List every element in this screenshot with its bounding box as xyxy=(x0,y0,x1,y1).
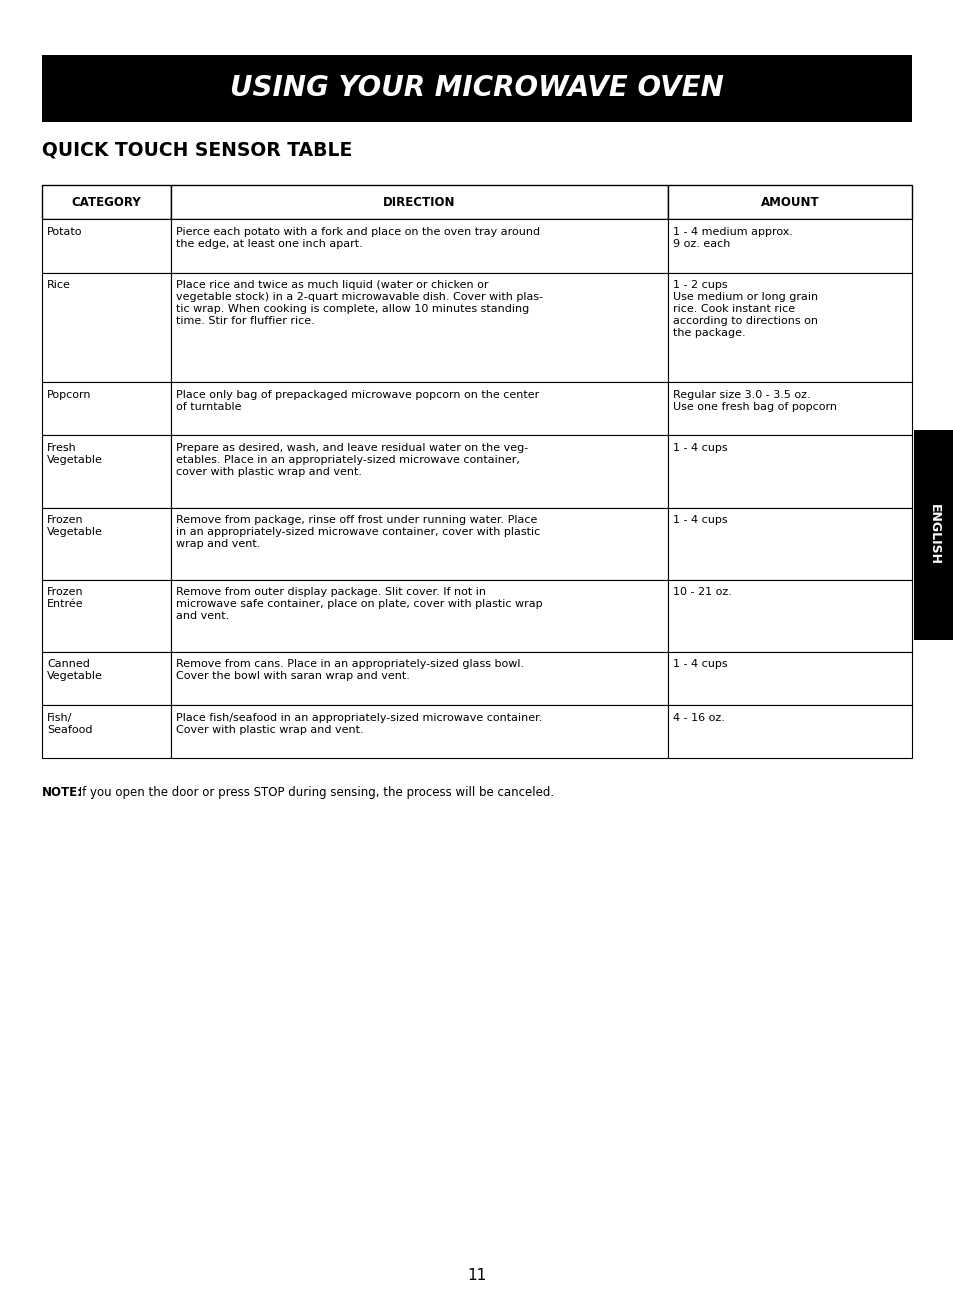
Bar xyxy=(171,382,668,436)
Bar xyxy=(171,508,668,579)
Text: 11: 11 xyxy=(467,1268,486,1284)
Text: 1 - 4 medium approx.
9 oz. each: 1 - 4 medium approx. 9 oz. each xyxy=(673,227,793,249)
Bar xyxy=(42,185,171,219)
Text: Remove from package, rinse off frost under running water. Place
in an appropriat: Remove from package, rinse off frost und… xyxy=(175,515,539,549)
Text: 1 - 4 cups: 1 - 4 cups xyxy=(673,515,727,525)
Text: AMOUNT: AMOUNT xyxy=(760,196,819,209)
Bar xyxy=(668,219,911,273)
Bar xyxy=(668,382,911,436)
Bar xyxy=(171,273,668,382)
Bar xyxy=(171,185,668,219)
Text: 4 - 16 oz.: 4 - 16 oz. xyxy=(673,713,724,722)
Text: 1 - 4 cups: 1 - 4 cups xyxy=(673,659,727,670)
Bar xyxy=(42,436,171,508)
Bar xyxy=(42,273,171,382)
Text: Remove from cans. Place in an appropriately-sized glass bowl.
Cover the bowl wit: Remove from cans. Place in an appropriat… xyxy=(175,659,523,681)
Text: DIRECTION: DIRECTION xyxy=(383,196,456,209)
Text: Fresh
Vegetable: Fresh Vegetable xyxy=(47,444,103,465)
Text: Regular size 3.0 - 3.5 oz.
Use one fresh bag of popcorn: Regular size 3.0 - 3.5 oz. Use one fresh… xyxy=(673,390,837,412)
Bar xyxy=(668,185,911,219)
Text: CATEGORY: CATEGORY xyxy=(71,196,141,209)
Bar xyxy=(171,579,668,651)
Text: ENGLISH: ENGLISH xyxy=(926,504,940,566)
Text: Fish/
Seafood: Fish/ Seafood xyxy=(47,713,92,734)
Text: NOTE:: NOTE: xyxy=(42,786,83,800)
Text: Prepare as desired, wash, and leave residual water on the veg-
etables. Place in: Prepare as desired, wash, and leave resi… xyxy=(175,444,527,477)
Bar xyxy=(171,436,668,508)
Text: Place fish/seafood in an appropriately-sized microwave container.
Cover with pla: Place fish/seafood in an appropriately-s… xyxy=(175,713,541,734)
Text: Place only bag of prepackaged microwave popcorn on the center
of turntable: Place only bag of prepackaged microwave … xyxy=(175,390,538,412)
Bar xyxy=(42,55,911,122)
Bar xyxy=(668,651,911,705)
Text: 10 - 21 oz.: 10 - 21 oz. xyxy=(673,587,732,597)
Text: Frozen
Vegetable: Frozen Vegetable xyxy=(47,515,103,537)
Bar xyxy=(171,651,668,705)
Text: QUICK TOUCH SENSOR TABLE: QUICK TOUCH SENSOR TABLE xyxy=(42,140,352,159)
Bar xyxy=(171,705,668,758)
Bar xyxy=(668,436,911,508)
Bar xyxy=(42,382,171,436)
Text: If you open the door or press STOP during sensing, the process will be canceled.: If you open the door or press STOP durin… xyxy=(75,786,554,800)
Text: 1 - 2 cups
Use medium or long grain
rice. Cook instant rice
according to directi: 1 - 2 cups Use medium or long grain rice… xyxy=(673,281,818,339)
Text: USING YOUR MICROWAVE OVEN: USING YOUR MICROWAVE OVEN xyxy=(230,75,723,102)
Bar xyxy=(913,429,953,639)
Bar xyxy=(42,579,171,651)
Bar xyxy=(171,219,668,273)
Text: Frozen
Entrée: Frozen Entrée xyxy=(47,587,84,609)
Text: Remove from outer display package. Slit cover. If not in
microwave safe containe: Remove from outer display package. Slit … xyxy=(175,587,542,621)
Bar xyxy=(668,705,911,758)
Bar xyxy=(668,508,911,579)
Bar xyxy=(668,579,911,651)
Bar xyxy=(42,508,171,579)
Text: Canned
Vegetable: Canned Vegetable xyxy=(47,659,103,681)
Bar xyxy=(668,273,911,382)
Bar xyxy=(42,219,171,273)
Bar xyxy=(42,705,171,758)
Text: 1 - 4 cups: 1 - 4 cups xyxy=(673,444,727,453)
Text: Potato: Potato xyxy=(47,227,82,238)
Text: Pierce each potato with a fork and place on the oven tray around
the edge, at le: Pierce each potato with a fork and place… xyxy=(175,227,539,249)
Text: Rice: Rice xyxy=(47,281,71,290)
Text: Popcorn: Popcorn xyxy=(47,390,91,400)
Bar xyxy=(42,651,171,705)
Text: Place rice and twice as much liquid (water or chicken or
vegetable stock) in a 2: Place rice and twice as much liquid (wat… xyxy=(175,281,542,327)
